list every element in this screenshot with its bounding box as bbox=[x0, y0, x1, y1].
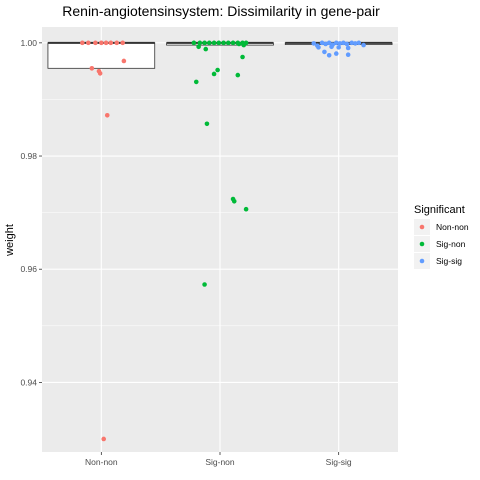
data-point bbox=[316, 45, 321, 50]
chart-title: Renin-angiotensinsystem: Dissimilarity i… bbox=[62, 3, 380, 19]
data-point bbox=[108, 40, 114, 46]
data-point bbox=[204, 121, 210, 127]
legend-marker bbox=[419, 241, 425, 247]
x-axis: Non-non Sig-non Sig-sig bbox=[85, 452, 352, 467]
legend-title: Significant bbox=[414, 204, 465, 216]
data-point bbox=[207, 40, 212, 46]
data-point bbox=[197, 40, 203, 46]
data-point bbox=[326, 52, 332, 58]
data-point bbox=[85, 40, 91, 46]
box-non-non bbox=[47, 42, 156, 69]
data-point bbox=[221, 40, 226, 46]
data-point bbox=[235, 72, 241, 78]
data-point bbox=[230, 40, 236, 46]
legend-label: Non-non bbox=[436, 222, 469, 232]
data-point bbox=[97, 71, 103, 76]
data-point bbox=[226, 40, 231, 46]
data-point bbox=[211, 40, 217, 46]
data-point bbox=[93, 40, 98, 46]
y-tick-label: 1.00 bbox=[20, 38, 37, 48]
data-point bbox=[345, 52, 351, 58]
data-point bbox=[216, 40, 222, 46]
data-point bbox=[326, 40, 332, 46]
data-point bbox=[211, 71, 217, 77]
y-tick-label: 0.96 bbox=[20, 264, 37, 274]
data-point bbox=[241, 42, 247, 48]
data-point bbox=[333, 40, 339, 46]
legend-marker bbox=[419, 224, 425, 230]
legend-label: Sig-sig bbox=[436, 256, 462, 266]
x-tick-label: Sig-sig bbox=[326, 457, 352, 467]
data-point bbox=[202, 282, 207, 287]
data-point bbox=[231, 199, 237, 204]
data-point bbox=[341, 40, 346, 46]
data-point bbox=[236, 41, 242, 47]
legend: Significant Non-non Sig-non Sig-sig bbox=[414, 204, 469, 269]
data-point bbox=[329, 44, 334, 50]
y-tick-label: 0.98 bbox=[20, 151, 37, 161]
data-point bbox=[336, 45, 341, 50]
data-point bbox=[337, 41, 343, 46]
data-point bbox=[120, 40, 125, 46]
data-point bbox=[191, 40, 197, 46]
data-point bbox=[243, 206, 249, 212]
data-point bbox=[103, 40, 109, 46]
data-point bbox=[89, 66, 95, 71]
y-axis-label: weight bbox=[4, 224, 16, 257]
data-point bbox=[202, 40, 207, 46]
y-axis: 0.94 0.96 0.98 1.00 bbox=[20, 38, 42, 387]
data-point bbox=[215, 67, 220, 73]
data-point bbox=[349, 40, 355, 46]
data-point bbox=[193, 79, 199, 85]
data-point bbox=[333, 51, 339, 56]
data-point bbox=[114, 40, 120, 46]
legend-label: Sig-non bbox=[436, 239, 466, 249]
data-point bbox=[121, 58, 127, 64]
x-tick-label: Sig-non bbox=[205, 457, 235, 467]
data-point bbox=[311, 41, 317, 46]
data-point bbox=[196, 44, 201, 50]
data-point bbox=[322, 49, 327, 55]
data-point bbox=[345, 45, 351, 51]
data-point bbox=[240, 54, 245, 60]
data-point bbox=[344, 41, 350, 47]
data-point bbox=[361, 42, 366, 48]
data-point bbox=[101, 436, 107, 442]
data-point bbox=[104, 112, 110, 118]
data-point bbox=[80, 40, 85, 46]
data-point bbox=[352, 41, 358, 46]
data-point bbox=[356, 40, 362, 46]
data-point bbox=[323, 41, 328, 47]
x-tick-label: Non-non bbox=[85, 457, 118, 467]
legend-marker bbox=[419, 258, 425, 264]
data-point bbox=[99, 40, 104, 46]
y-tick-label: 0.94 bbox=[20, 377, 37, 387]
data-point bbox=[203, 46, 209, 52]
data-points bbox=[80, 40, 366, 442]
data-point bbox=[319, 40, 325, 46]
